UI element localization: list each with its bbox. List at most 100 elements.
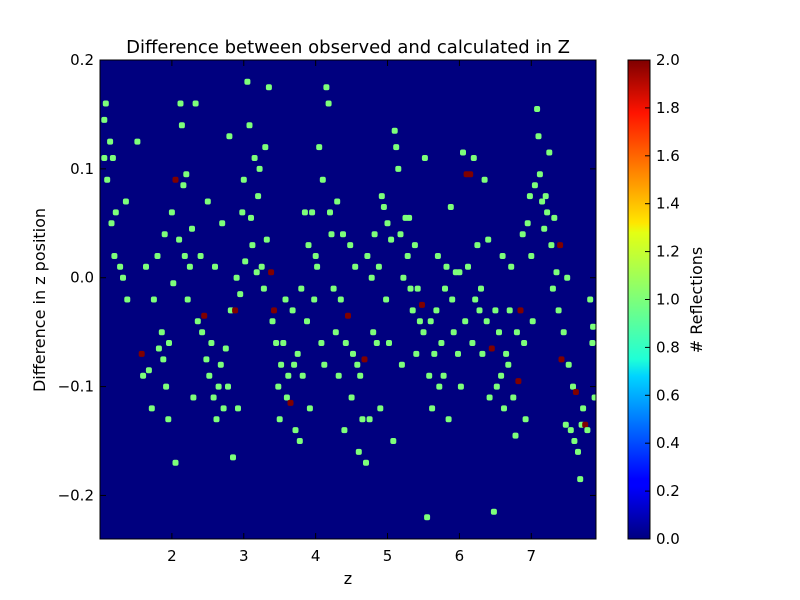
plot-frame (99, 59, 597, 540)
heatmap-cell-195 (469, 340, 476, 346)
x-tick-label: 2 (167, 547, 177, 565)
y-tick-label: 0.2 (70, 51, 94, 69)
heatmap-cell-163 (411, 242, 418, 249)
heatmap-cell-252 (571, 438, 578, 444)
heatmap-cell-263 (591, 394, 596, 401)
heatmap-cell-205 (486, 394, 493, 401)
heatmap-cells (101, 78, 596, 521)
heatmap-cell-65 (235, 405, 241, 412)
heatmap-cell-98 (294, 350, 301, 357)
heatmap-cell-49 (206, 372, 213, 379)
heatmap-cell-99 (296, 438, 303, 444)
heatmap-cell-214 (503, 350, 510, 357)
heatmap-cell-224 (521, 340, 528, 346)
heatmap-cell-121 (335, 372, 342, 379)
heatmap-cell-111 (318, 340, 325, 346)
heatmap-cell-231 (534, 106, 541, 112)
heatmap-cell-76 (255, 193, 262, 200)
heatmap-cell-56 (219, 220, 226, 227)
heatmap-cell-2 (101, 155, 108, 161)
heatmap-cell-30 (172, 459, 179, 466)
heatmap-cell-250 (567, 427, 574, 434)
heatmap-cell-181 (443, 263, 450, 270)
heatmap-cell-38 (184, 296, 191, 303)
heatmap-cell-242 (553, 269, 560, 276)
heatmap-cell-164 (413, 350, 420, 357)
heatmap-cell-29 (170, 280, 177, 287)
heatmap-cell-124 (341, 427, 348, 434)
heatmap-cell-142 (373, 340, 380, 346)
heatmap-cell-112 (319, 176, 326, 183)
heatmap-cell-176 (434, 253, 441, 259)
heatmap-cell-87 (275, 383, 282, 390)
heatmap-cell-3 (104, 176, 111, 183)
heatmap-cell-179 (440, 372, 447, 379)
heatmap-cell-122 (337, 296, 344, 303)
heatmap-cell-212 (499, 253, 506, 259)
heatmap-cell-1 (102, 100, 109, 107)
heatmap-cell-27 (166, 340, 172, 346)
heatmap-cell-6 (108, 220, 115, 227)
heatmap-cell-93 (285, 372, 292, 379)
heatmap-cell-26 (165, 416, 172, 423)
heatmap-cell-227 (526, 193, 533, 200)
heatmap-cell-104 (305, 242, 312, 249)
heatmap-cell-243 (555, 307, 562, 314)
heatmap-cell-126 (345, 312, 351, 319)
heatmap-cell-190 (460, 149, 466, 156)
heatmap-cell-136 (363, 459, 369, 466)
heatmap-cell-159 (404, 253, 411, 259)
heatmap-cell-7 (112, 209, 119, 216)
heatmap-cell-143 (375, 263, 382, 270)
heatmap-cell-182 (445, 416, 452, 423)
heatmap-cell-203 (483, 318, 490, 325)
heatmap-cell-115 (325, 100, 332, 107)
heatmap-cell-64 (233, 274, 240, 281)
heatmap-cell-239 (548, 242, 555, 249)
heatmap-cell-36 (181, 253, 188, 259)
heatmap-cell-170 (424, 514, 431, 521)
heatmap-cell-73 (249, 242, 256, 249)
heatmap-cell-22 (158, 329, 165, 336)
heatmap-cell-259 (584, 427, 591, 434)
heatmap-cell-197 (472, 296, 479, 303)
heatmap-cell-100 (298, 285, 305, 292)
heatmap-cell-80 (262, 144, 269, 151)
heatmap-cell-19 (150, 296, 157, 303)
heatmap-cell-173 (429, 405, 436, 412)
heatmap-cell-45 (199, 329, 206, 336)
heatmap-cell-167 (419, 301, 425, 308)
heatmap-cell-107 (311, 296, 318, 303)
heatmap-cell-5 (109, 155, 116, 161)
colorbar-tick-label: 1.2 (656, 243, 680, 261)
heatmap-cell-211 (498, 372, 505, 379)
heatmap-cell-226 (524, 220, 531, 227)
heatmap-cell-92 (283, 394, 290, 401)
heatmap-cell-44 (197, 253, 204, 259)
heatmap-cell-25 (163, 383, 170, 390)
heatmap-cell-13 (134, 138, 141, 145)
y-tick-label: 0.1 (70, 160, 94, 178)
y-axis-label: Difference in z position (30, 208, 49, 392)
colorbar-tick-label: 0.4 (656, 434, 680, 452)
heatmap-cell-47 (203, 356, 210, 363)
heatmap-cell-255 (577, 476, 584, 483)
heatmap-cell-72 (248, 214, 254, 221)
heatmap-cell-171 (426, 372, 433, 379)
heatmap-cell-137 (364, 253, 371, 259)
heatmap-cell-225 (522, 416, 529, 423)
heatmap-cell-234 (539, 198, 546, 205)
heatmap-cell-153 (393, 144, 400, 151)
colorbar-label: # Reflections (687, 247, 706, 353)
heatmap-cell-141 (371, 231, 378, 238)
heatmap-cell-249 (565, 361, 572, 368)
heatmap-cell-200 (478, 285, 484, 292)
x-axis: 2 3 4 5 6 7 (167, 60, 536, 565)
heatmap-cell-139 (368, 274, 375, 281)
heatmap-cell-257 (580, 405, 587, 412)
colorbar-tick-label: 1.8 (656, 99, 680, 117)
colorbar-tick-label: 1.6 (656, 147, 680, 165)
heatmap-cell-260 (587, 296, 594, 303)
heatmap-cell-178 (438, 340, 445, 346)
heatmap-cell-85 (271, 307, 277, 314)
